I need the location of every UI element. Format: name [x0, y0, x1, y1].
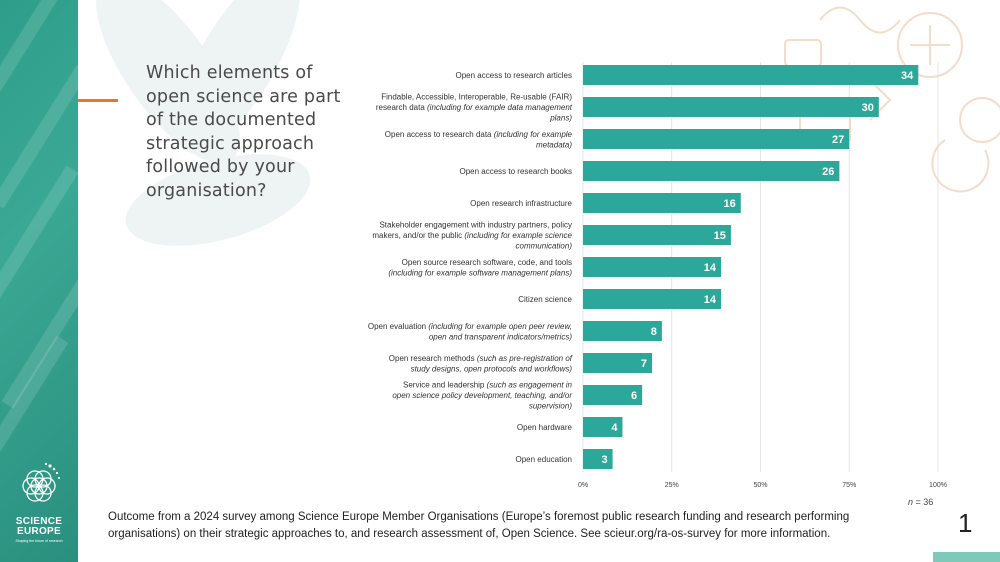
category-label: Open education: [516, 455, 573, 464]
logo-line-1: SCIENCE: [15, 516, 63, 527]
bar-value-label: 27: [832, 134, 844, 146]
bar-value-label: 34: [901, 70, 914, 82]
bar-value-label: 3: [601, 454, 607, 466]
bar: [583, 321, 662, 341]
category-label: Citizen science: [518, 295, 572, 304]
category-label: Open access to research books: [459, 167, 572, 176]
bar: [583, 417, 623, 437]
x-tick-label: 75%: [842, 482, 856, 489]
slide-question-title: Which elements of open science are part …: [146, 63, 341, 201]
bar: [583, 257, 722, 277]
bar-value-label: 8: [651, 326, 657, 338]
category-label: Service and leadership (such as engageme…: [392, 381, 572, 411]
logo-line-2: EUROPE: [16, 526, 62, 537]
bar: [583, 65, 919, 85]
category-label: Open hardware: [517, 423, 573, 432]
bar-value-label: 15: [714, 230, 726, 242]
x-tick-label: 0%: [578, 482, 588, 489]
logo-tagline: Shaping the future of research: [15, 539, 63, 543]
bar: [583, 353, 653, 373]
category-label: Open source research software, code, and…: [388, 258, 572, 278]
category-label: Open access to research data (including …: [385, 130, 573, 150]
category-label: Stakeholder engagement with industry par…: [372, 221, 572, 251]
decorative-sidebar: SCIENCE EUROPE Shaping the future of res…: [0, 0, 78, 562]
logo-emblem-icon: [22, 462, 60, 502]
corner-accent-bar: [933, 552, 1000, 562]
bar-value-label: 16: [724, 198, 736, 210]
bar-value-label: 14: [704, 294, 717, 306]
survey-footnote: Outcome from a 2024 survey among Science…: [108, 511, 850, 540]
sample-size-value: = 36: [913, 497, 934, 507]
sample-size-label: n = 36: [908, 497, 933, 507]
bar: [583, 385, 643, 405]
x-tick-label: 25%: [665, 482, 679, 489]
page-number: 1: [958, 508, 973, 538]
category-label: Findable, Accessible, Interoperable, Re-…: [376, 93, 573, 123]
bar: [583, 225, 731, 245]
bar-value-label: 26: [822, 166, 834, 178]
background-leaf-decoration: [96, 0, 311, 246]
x-tick-label: 100%: [929, 482, 947, 489]
bar-value-label: 14: [704, 262, 717, 274]
bar: [583, 97, 879, 117]
accent-divider: [78, 99, 118, 102]
bar: [583, 193, 741, 213]
sample-size-variable: n: [908, 497, 914, 507]
bar-value-label: 6: [631, 390, 637, 402]
bar-value-label: 30: [862, 102, 874, 114]
x-tick-label: 50%: [753, 482, 767, 489]
bar-value-label: 4: [611, 422, 618, 434]
category-label: Open access to research articles: [456, 71, 573, 80]
bar: [583, 161, 840, 181]
bar: [583, 129, 850, 149]
category-label: Open evaluation (including for example o…: [368, 322, 572, 342]
bar: [583, 449, 613, 469]
bar: [583, 289, 722, 309]
category-label: Open research methods (such as pre-regis…: [389, 354, 573, 374]
category-label: Open research infrastructure: [470, 199, 572, 208]
bar-value-label: 7: [641, 358, 647, 370]
science-europe-logo: SCIENCE EUROPE Shaping the future of res…: [6, 460, 72, 543]
